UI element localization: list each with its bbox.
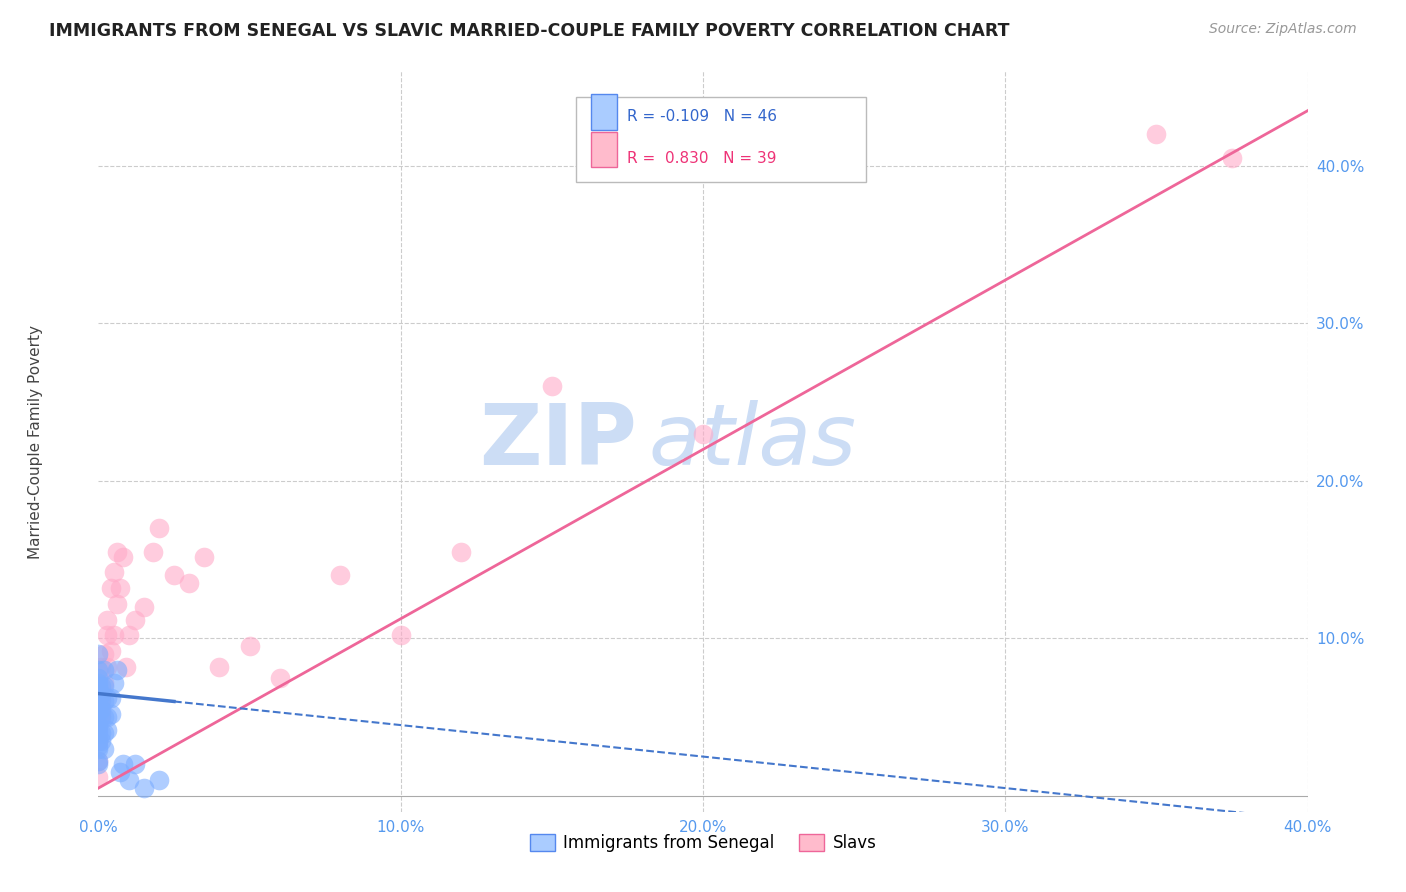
Point (90, 702, 112, 716)
Point (96, 660, 118, 674)
Point (148, 773, 170, 788)
Point (93, 679, 115, 693)
Point (540, 379, 562, 393)
Point (692, 426, 714, 441)
Point (87, 707, 110, 722)
Point (90, 710, 112, 724)
Point (163, 568, 186, 582)
Point (93, 675, 115, 690)
Point (108, 765, 131, 780)
Point (90, 707, 112, 722)
Point (239, 640, 262, 654)
Bar (591, 94, 617, 129)
Point (100, 581, 122, 595)
Point (90, 679, 112, 693)
Point (87, 757, 110, 772)
Point (93, 647, 115, 661)
Point (132, 781, 155, 796)
Point (111, 757, 134, 772)
Point (96, 613, 118, 627)
Point (87, 675, 110, 690)
Point (87, 741, 110, 756)
Point (87, 681, 110, 696)
Point (118, 773, 141, 788)
Point (87, 663, 110, 677)
Text: IMMIGRANTS FROM SENEGAL VS SLAVIC MARRIED-COUPLE FAMILY POVERTY CORRELATION CHAR: IMMIGRANTS FROM SENEGAL VS SLAVIC MARRIE… (49, 22, 1010, 40)
Point (87, 734, 110, 748)
Point (93, 741, 115, 756)
Point (96, 628, 118, 642)
Point (1144, 128, 1167, 142)
Point (148, 521, 170, 535)
Point (100, 644, 122, 658)
Point (124, 613, 146, 627)
Point (90, 726, 112, 740)
Point (96, 710, 118, 724)
Point (111, 549, 134, 564)
Point (87, 687, 110, 701)
Point (114, 660, 136, 674)
Point (87, 754, 110, 768)
Point (87, 647, 110, 661)
Point (87, 698, 110, 712)
Point (124, 757, 146, 772)
Point (96, 691, 118, 706)
Point (103, 566, 125, 580)
Text: atlas: atlas (648, 400, 856, 483)
Point (93, 663, 115, 677)
Point (105, 597, 128, 611)
Point (90, 734, 112, 748)
Point (208, 660, 231, 674)
Point (450, 545, 472, 559)
Point (87, 671, 110, 685)
Point (193, 549, 215, 564)
Point (87, 726, 110, 740)
Point (87, 691, 110, 706)
Point (87, 694, 110, 708)
Point (87, 770, 110, 784)
Point (90, 687, 112, 701)
Point (1220, 151, 1243, 165)
Point (87, 702, 110, 716)
Point (179, 576, 201, 591)
Point (105, 545, 128, 559)
Text: R = -0.109   N = 46: R = -0.109 N = 46 (627, 109, 778, 123)
Legend: Immigrants from Senegal, Slavs: Immigrants from Senegal, Slavs (523, 828, 883, 859)
Point (108, 581, 131, 595)
Bar (591, 131, 617, 167)
Point (329, 568, 352, 582)
Point (93, 726, 115, 740)
Point (132, 599, 155, 614)
Text: ZIP: ZIP (479, 400, 637, 483)
Point (103, 675, 125, 690)
Bar (576, 97, 866, 183)
Point (87, 754, 110, 768)
Point (96, 723, 118, 737)
Point (90, 691, 112, 706)
Point (93, 710, 115, 724)
Point (100, 707, 122, 722)
Text: R =  0.830   N = 39: R = 0.830 N = 39 (627, 151, 776, 166)
Point (87, 734, 110, 748)
Point (389, 628, 412, 642)
Point (105, 663, 128, 677)
Point (87, 718, 110, 732)
Point (87, 718, 110, 732)
Point (142, 545, 165, 559)
Point (118, 628, 141, 642)
Point (100, 691, 122, 706)
Text: Source: ZipAtlas.com: Source: ZipAtlas.com (1209, 22, 1357, 37)
Point (90, 660, 112, 674)
Point (103, 628, 125, 642)
Point (87, 679, 110, 693)
Point (269, 671, 291, 685)
Point (93, 694, 115, 708)
Y-axis label: Married-Couple Family Poverty: Married-Couple Family Poverty (28, 325, 42, 558)
Point (87, 739, 110, 753)
Point (90, 694, 112, 708)
Point (87, 723, 110, 737)
